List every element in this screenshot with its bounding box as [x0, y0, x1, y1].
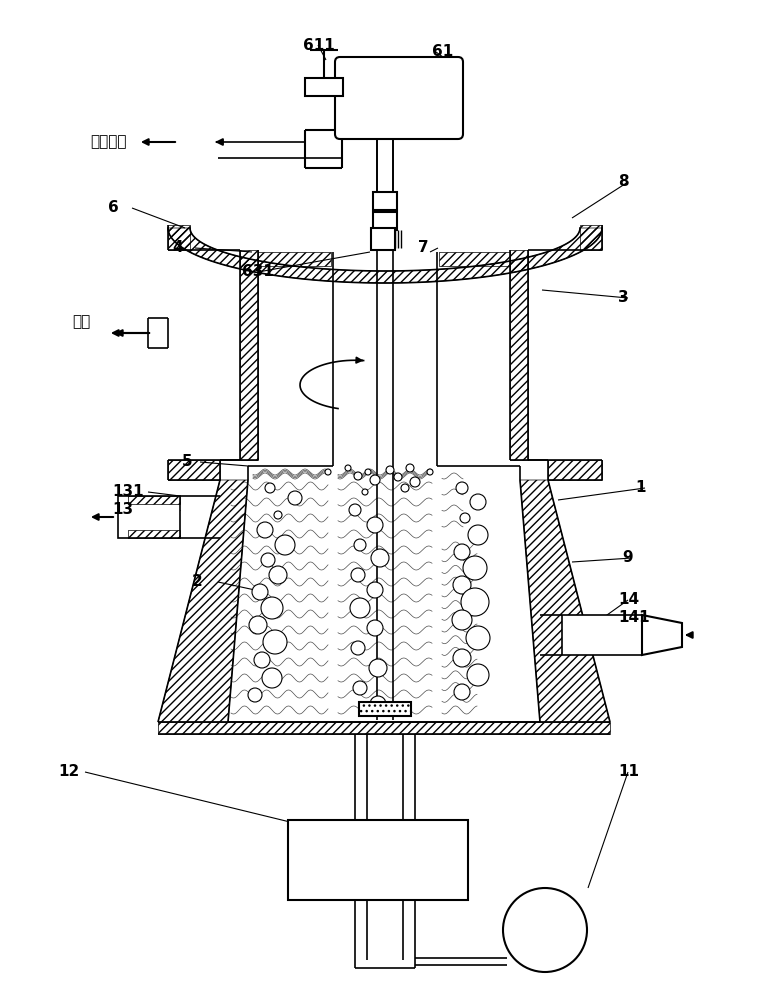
- FancyBboxPatch shape: [335, 57, 463, 139]
- Circle shape: [257, 522, 273, 538]
- Circle shape: [345, 465, 351, 471]
- Circle shape: [461, 588, 489, 616]
- Circle shape: [470, 494, 486, 510]
- Bar: [305, 78, 343, 96]
- Circle shape: [394, 473, 402, 481]
- Text: 611: 611: [303, 37, 335, 52]
- Circle shape: [262, 668, 282, 688]
- Bar: [128, 530, 180, 538]
- Circle shape: [453, 649, 471, 667]
- Circle shape: [370, 696, 386, 712]
- Circle shape: [452, 610, 472, 630]
- Bar: [373, 192, 397, 210]
- Circle shape: [467, 664, 489, 686]
- Circle shape: [454, 684, 470, 700]
- Text: 14: 14: [618, 592, 639, 607]
- Bar: [359, 702, 411, 716]
- Circle shape: [265, 483, 275, 493]
- Text: 氩气入口: 氩气入口: [90, 134, 126, 149]
- Bar: [240, 250, 258, 460]
- Bar: [439, 252, 510, 266]
- Text: 5: 5: [182, 454, 193, 470]
- Bar: [168, 460, 220, 480]
- Text: 6: 6: [108, 200, 119, 216]
- Circle shape: [249, 616, 267, 634]
- Bar: [158, 722, 610, 734]
- Circle shape: [362, 489, 368, 495]
- Text: 8: 8: [618, 174, 628, 190]
- Text: 131: 131: [112, 485, 143, 499]
- Polygon shape: [642, 615, 682, 655]
- Text: 12: 12: [58, 764, 79, 780]
- Circle shape: [370, 475, 380, 485]
- Text: 4: 4: [172, 240, 183, 255]
- Circle shape: [386, 466, 394, 474]
- Circle shape: [269, 566, 287, 584]
- Text: 13: 13: [112, 502, 133, 518]
- Circle shape: [248, 688, 262, 702]
- Circle shape: [410, 477, 420, 487]
- Bar: [562, 615, 642, 655]
- Text: 141: 141: [618, 610, 650, 626]
- Circle shape: [325, 469, 331, 475]
- Circle shape: [288, 491, 302, 505]
- Bar: [128, 496, 180, 504]
- Circle shape: [367, 582, 383, 598]
- Circle shape: [275, 535, 295, 555]
- Circle shape: [274, 511, 282, 519]
- Bar: [258, 252, 331, 266]
- Text: 9: 9: [622, 550, 633, 566]
- Bar: [371, 228, 395, 250]
- Circle shape: [367, 517, 383, 533]
- Circle shape: [406, 464, 414, 472]
- Circle shape: [353, 681, 367, 695]
- Circle shape: [354, 539, 366, 551]
- Bar: [580, 225, 602, 250]
- Circle shape: [367, 620, 383, 636]
- Text: 1: 1: [635, 481, 645, 495]
- Bar: [548, 460, 602, 480]
- Bar: [168, 225, 190, 250]
- Bar: [340, 62, 458, 134]
- Circle shape: [261, 553, 275, 567]
- Text: 631: 631: [242, 264, 274, 279]
- Circle shape: [261, 597, 283, 619]
- Bar: [510, 250, 528, 460]
- Circle shape: [351, 641, 365, 655]
- Circle shape: [349, 504, 361, 516]
- Circle shape: [460, 513, 470, 523]
- Text: 7: 7: [418, 240, 429, 255]
- Text: 2: 2: [192, 574, 203, 589]
- Circle shape: [369, 659, 387, 677]
- Circle shape: [456, 482, 468, 494]
- Circle shape: [365, 469, 371, 475]
- Bar: [373, 212, 397, 230]
- Circle shape: [351, 568, 365, 582]
- Circle shape: [354, 472, 362, 480]
- Text: 11: 11: [618, 764, 639, 780]
- Circle shape: [401, 484, 409, 492]
- Circle shape: [371, 549, 389, 567]
- Circle shape: [263, 630, 287, 654]
- Circle shape: [453, 576, 471, 594]
- Bar: [359, 702, 411, 716]
- Text: 61: 61: [432, 44, 453, 60]
- Circle shape: [463, 556, 487, 580]
- Circle shape: [454, 544, 470, 560]
- Circle shape: [350, 598, 370, 618]
- Text: 3: 3: [618, 290, 628, 306]
- Bar: [118, 496, 180, 538]
- Circle shape: [503, 888, 587, 972]
- Circle shape: [466, 626, 490, 650]
- Circle shape: [427, 469, 433, 475]
- Text: 抽气: 抽气: [72, 314, 90, 330]
- Circle shape: [468, 525, 488, 545]
- Circle shape: [252, 584, 268, 600]
- Bar: [288, 820, 468, 900]
- Circle shape: [254, 652, 270, 668]
